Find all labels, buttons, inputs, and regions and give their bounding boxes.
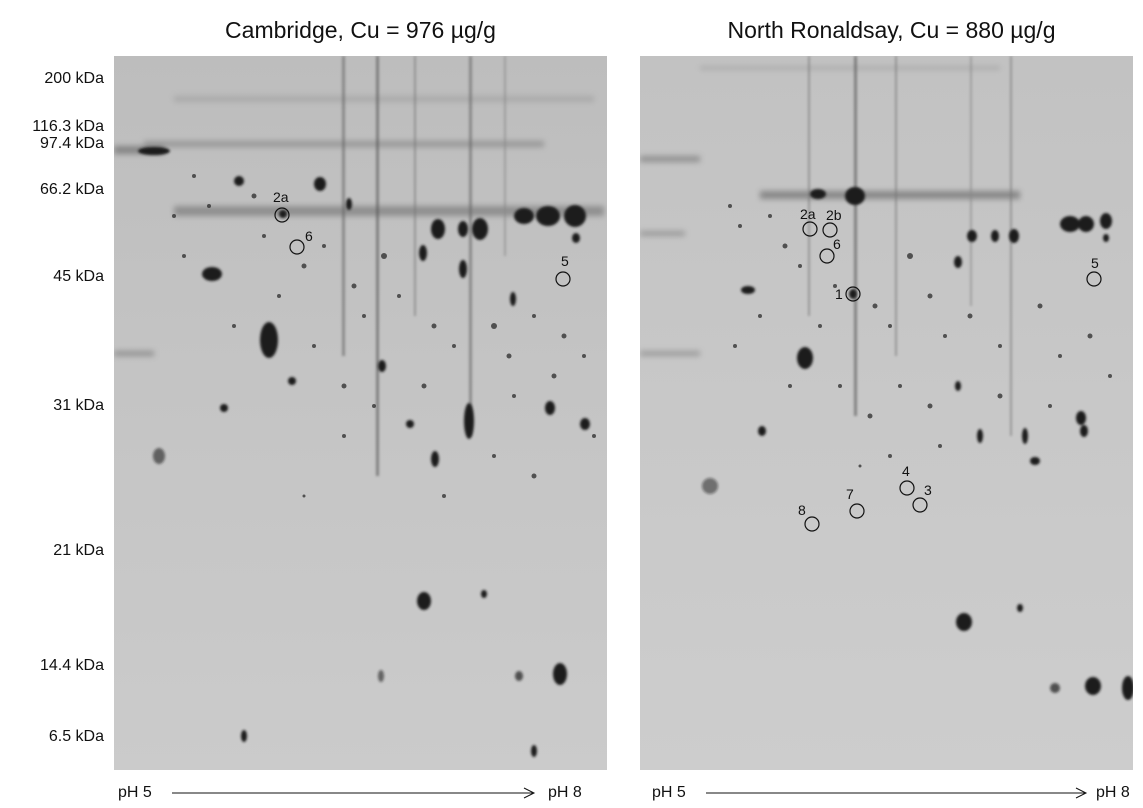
ph-end-right: pH 8 <box>1096 784 1130 801</box>
spot-label-7: 7 <box>846 486 854 502</box>
mw-marker-66: 66.2 kDa <box>39 181 104 198</box>
gel-image-north-ronaldsay: 2a 2b 6 5 1 4 3 7 8 <box>640 56 1133 770</box>
gel-image-cambridge: 2a 6 5 <box>114 56 607 770</box>
spot-label-3: 3 <box>924 482 932 498</box>
mw-marker-31: 31 kDa <box>53 397 104 414</box>
mw-marker-45: 45 kDa <box>53 268 104 285</box>
spot-label-4: 4 <box>902 463 910 479</box>
spot-label-2a: 2a <box>800 206 816 222</box>
ph-start-left: pH 5 <box>118 784 152 801</box>
mw-marker-14: 14.4 kDa <box>39 657 104 674</box>
spot-label-8: 8 <box>798 502 806 518</box>
gel-right-svg: 2a 2b 6 5 1 4 3 7 8 <box>640 56 1133 770</box>
mw-marker-200: 200 kDa <box>44 70 104 87</box>
ph-arrow-left <box>172 787 536 799</box>
ph-arrow-right <box>706 787 1088 799</box>
spot-label-5: 5 <box>1091 255 1099 271</box>
spot-label-6: 6 <box>305 228 313 244</box>
spot-label-5: 5 <box>561 253 569 269</box>
ph-start-right: pH 5 <box>652 784 686 801</box>
mw-marker-116: 116.3 kDa <box>32 118 104 135</box>
mw-marker-6: 6.5 kDa <box>48 728 104 745</box>
spot-label-2a: 2a <box>273 189 289 205</box>
gel-title-left: Cambridge, Cu = 976 µg/g <box>225 17 496 43</box>
mw-marker-97: 97.4 kDa <box>39 135 104 152</box>
ph-end-left: pH 8 <box>548 784 582 801</box>
mw-marker-21: 21 kDa <box>53 542 104 559</box>
gel-title-right: North Ronaldsay, Cu = 880 µg/g <box>727 17 1056 43</box>
spot-label-6: 6 <box>833 236 841 252</box>
spot-label-1: 1 <box>835 286 843 302</box>
spot-label-2b: 2b <box>826 207 842 223</box>
gel-left-svg: 2a 6 5 <box>114 56 607 770</box>
